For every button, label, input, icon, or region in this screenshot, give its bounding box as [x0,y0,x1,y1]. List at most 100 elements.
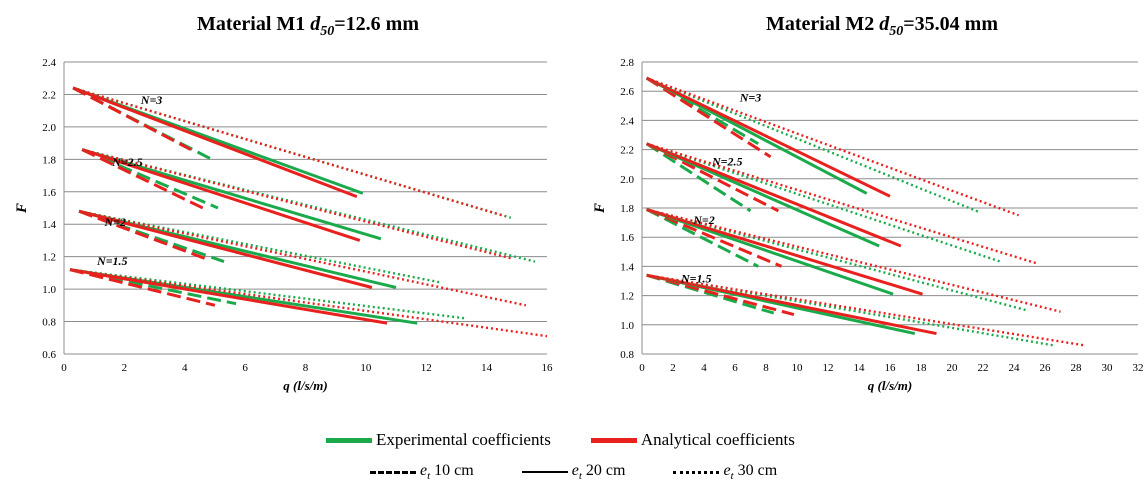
x-tick-label: 6 [732,362,738,374]
y-tick-label: 1.2 [620,291,634,303]
legend-row-coefficients: Experimental coefficients Analytical coe… [326,430,795,450]
charts-canvas: Material M1 d50=12.6 mm 0.6 0.8 1.0 1.2 1.4 1.… [14,13,1144,393]
series-line-analytical [72,86,358,199]
series-line-analytical [78,210,527,307]
series-line-analytical [81,148,361,242]
y-tick-label: 2.4 [620,115,634,127]
y-tick-label: 1.6 [42,187,56,199]
chart-m1: Material M1 d50=12.6 mm 0.6 0.8 1.0 1.2 1.4 1.… [14,13,553,393]
x-tick-label: 14 [481,362,493,374]
x-tick-label: 8 [763,362,769,374]
series-line-analytical [81,148,204,210]
x-tick-label: 10 [360,362,372,374]
x-tick-label: 24 [1009,362,1021,374]
series-line-analytical [646,142,902,248]
y-axis-label: F [592,203,608,214]
series-line-experimental [646,142,1002,264]
x-tick-label: 28 [1071,362,1083,374]
series-line-analytical [646,208,1061,313]
y-tick-label: 2.0 [42,122,56,134]
series-line-analytical [646,208,923,296]
series-line-experimental [646,76,981,214]
legend-swatch-et30 [673,470,720,474]
y-tick-label: 1.0 [620,320,634,332]
y-tick-label: 2.6 [620,86,634,98]
x-tick-label: 32 [1133,362,1144,374]
legend-label-experimental: Experimental coefficients [376,430,551,449]
series-line-analytical [645,76,772,159]
y-tick-label: 2.0 [620,174,634,186]
x-tick-label: 22 [978,362,989,374]
y-tick-label: 0.6 [42,349,56,361]
x-tick-label: 12 [421,362,432,374]
x-tick-label: 2 [122,362,128,374]
x-axis-label: q (l/s/m) [283,378,327,393]
x-tick-label: 4 [701,362,707,374]
series-line-experimental [69,268,466,320]
x-tick-label: 8 [303,362,309,374]
y-axis-label: F [14,203,30,214]
series-line-analytical [78,209,373,289]
group-annotation: N=3 [739,90,762,104]
y-tick-label: 2.2 [42,89,56,101]
y-tick-label: 1.4 [620,261,634,273]
x-tick-label: 26 [1040,362,1052,374]
legend-swatch-analytical [590,437,637,443]
x-tick-label: 0 [639,362,645,374]
group-annotation: N=2 [692,213,715,227]
group-annotation: N=1.5 [680,271,712,285]
x-tick-label: 30 [1102,362,1114,374]
x-tick-label: 0 [61,362,67,374]
legend-swatch-et10 [370,470,416,474]
series-line-experimental [646,273,1053,347]
series-line-experimental [645,142,752,213]
series-line-experimental [72,86,512,219]
series-line-analytical [646,142,1038,265]
y-tick-label: 1.6 [620,232,634,244]
legend-swatch-experimental [326,437,372,443]
y-tick-label: 2.8 [620,57,634,69]
x-tick-label: 4 [182,362,188,374]
series-line-analytical [646,76,1020,217]
legend-label-analytical: Analytical coefficients [640,430,795,449]
x-tick-label: 16 [542,362,554,374]
x-axis-label: q (l/s/m) [868,378,912,393]
y-tick-label: 1.2 [42,252,56,264]
chart-m2: Material M2 d50=35.04 mm 0.8 1.0 1.2 1.4 1.6 1… [592,13,1144,393]
series-line-analytical [72,86,506,218]
series-line-analytical [69,268,216,307]
group-annotation: N=3 [140,93,163,107]
series-line-analytical [78,209,210,262]
series-line-analytical [72,86,192,151]
x-tick-label: 10 [792,362,804,374]
series-line-analytical [646,208,783,268]
legend-label-et30: et 30 cm [723,462,778,483]
y-tick-label: 2.4 [42,57,56,69]
y-tick-label: 1.0 [42,284,56,296]
series-line-experimental [645,208,759,268]
group-annotation: N=2.5 [711,155,743,169]
y-tick-label: 0.8 [620,349,634,361]
y-tick-label: 1.8 [42,154,56,166]
legend: Experimental coefficients Analytical coe… [0,430,1147,497]
series-line-analytical [69,268,388,325]
x-tick-label: 14 [854,362,866,374]
x-tick-label: 18 [916,362,928,374]
group-annotation: N=2 [104,215,127,229]
series-line-analytical [69,268,548,338]
series-line-analytical [81,148,512,260]
series-line-analytical [645,76,891,198]
legend-item-analytical: Analytical coefficients [590,430,795,450]
legend-label-et20: et 20 cm [571,462,626,483]
x-tick-label: 2 [670,362,676,374]
y-tick-label: 1.4 [42,219,56,231]
legend-item-experimental: Experimental coefficients [326,430,551,450]
group-annotation: N=1.5 [96,254,128,268]
chart-title: Material M1 d50=12.6 mm [197,13,419,39]
legend-row-et: et 10 cm et 20 cm et 30 cm [370,462,777,482]
x-tick-label: 12 [823,362,834,374]
series-line-analytical [646,273,937,336]
y-tick-label: 0.8 [42,317,56,329]
chart-title: Material M2 d50=35.04 mm [766,13,998,39]
legend-swatch-et20 [521,471,568,474]
